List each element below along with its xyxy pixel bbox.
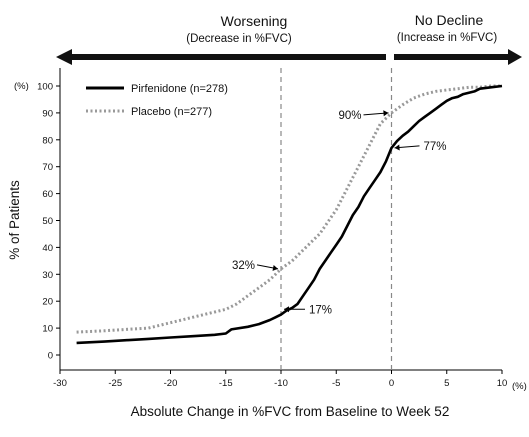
- worsening-subtitle: (Decrease in %FVC): [186, 33, 292, 45]
- worsening-title: Worsening: [221, 13, 288, 29]
- worsening-arrow-icon: [56, 49, 386, 65]
- series-line-placebo: [76, 84, 502, 334]
- annotation-label: 17%: [309, 304, 332, 316]
- y-tick-label: 80: [42, 135, 53, 146]
- x-tick-label: -30: [53, 378, 67, 389]
- reference-lines: [280, 68, 393, 370]
- y-tick-label: 40: [42, 243, 53, 254]
- x-tick-label: -20: [164, 378, 178, 389]
- x-tick-label: -5: [332, 378, 340, 389]
- annotation-arrowhead-icon: [394, 144, 400, 151]
- series-line-pirfenidone: [76, 84, 503, 345]
- annotation-label: 32%: [232, 260, 255, 272]
- y-unit-label: (%): [14, 81, 29, 92]
- y-tick-label: 60: [42, 189, 53, 200]
- nodecline-title: No Decline: [415, 12, 484, 28]
- y-tick-label: 50: [42, 216, 53, 227]
- annotations: 32% 17% 90% 77%: [232, 110, 447, 316]
- y-tick-label: 0: [48, 351, 53, 362]
- nodecline-subtitle: (Increase in %FVC): [397, 32, 498, 44]
- annotation-label: 77%: [424, 141, 447, 153]
- x-axis-label: Absolute Change in %FVC from Baseline to…: [131, 404, 450, 419]
- x-tick-label: -25: [108, 378, 122, 389]
- legend-label-placebo: Placebo (n=277): [131, 106, 212, 118]
- x-tick-label: 0: [389, 378, 394, 389]
- annotation-label: 90%: [338, 110, 361, 122]
- annotation-arrowhead-icon: [383, 110, 389, 117]
- y-tick-label: 100: [37, 82, 53, 93]
- series-layer: [76, 84, 503, 345]
- nodecline-arrow-icon: [394, 49, 522, 65]
- x-unit-label: (%): [512, 381, 527, 392]
- y-axis-label: % of Patients: [7, 180, 22, 260]
- legend-label-pirfenidone: Pirfenidone (n=278): [131, 83, 228, 95]
- axes: 0 10 20 30 40 50 60 70 80 90 100 -30 -25 -20 -15 -10 -5 0…: [37, 68, 507, 389]
- y-tick-label: 70: [42, 162, 53, 173]
- x-tick-label: 10: [497, 378, 508, 389]
- y-tick-label: 20: [42, 297, 53, 308]
- y-tick-label: 90: [42, 108, 53, 119]
- annotation-arrowhead-icon: [272, 265, 278, 271]
- x-tick-label: -10: [274, 378, 288, 389]
- y-tick-label: 30: [42, 270, 53, 281]
- x-tick-label: 5: [444, 378, 449, 389]
- y-tick-label: 10: [42, 324, 53, 335]
- x-tick-label: -15: [219, 378, 233, 389]
- annotation-arrowhead-icon: [284, 306, 289, 313]
